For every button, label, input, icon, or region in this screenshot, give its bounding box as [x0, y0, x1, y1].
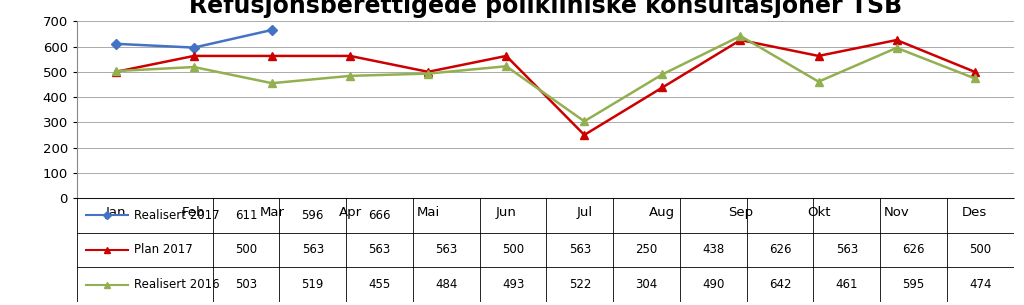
Text: 461: 461	[836, 278, 858, 291]
Text: 563: 563	[568, 243, 591, 257]
Text: 611: 611	[234, 209, 257, 222]
Text: 626: 626	[902, 243, 925, 257]
Text: 484: 484	[435, 278, 458, 291]
Text: Realisert 2017: Realisert 2017	[134, 209, 219, 222]
Text: 519: 519	[302, 278, 324, 291]
Text: 455: 455	[369, 278, 391, 291]
Text: 563: 563	[836, 243, 858, 257]
Text: 438: 438	[702, 243, 724, 257]
Text: Realisert 2016: Realisert 2016	[134, 278, 219, 291]
Title: Refusjonsberettigede polikliniske konsultasjoner TSB: Refusjonsberettigede polikliniske konsul…	[188, 0, 902, 18]
Text: 522: 522	[568, 278, 591, 291]
Text: 500: 500	[502, 243, 524, 257]
Text: 500: 500	[234, 243, 257, 257]
Text: 500: 500	[970, 243, 991, 257]
Text: 596: 596	[302, 209, 324, 222]
Text: 626: 626	[769, 243, 792, 257]
Text: 304: 304	[636, 278, 657, 291]
Text: 490: 490	[702, 278, 725, 291]
Text: 474: 474	[969, 278, 991, 291]
Text: 503: 503	[234, 278, 257, 291]
Text: 666: 666	[369, 209, 391, 222]
Text: 493: 493	[502, 278, 524, 291]
Text: 642: 642	[769, 278, 792, 291]
Text: 563: 563	[435, 243, 458, 257]
Text: 595: 595	[902, 278, 925, 291]
Text: 250: 250	[636, 243, 657, 257]
Text: 563: 563	[369, 243, 391, 257]
Text: Plan 2017: Plan 2017	[134, 243, 193, 257]
Text: 563: 563	[302, 243, 324, 257]
